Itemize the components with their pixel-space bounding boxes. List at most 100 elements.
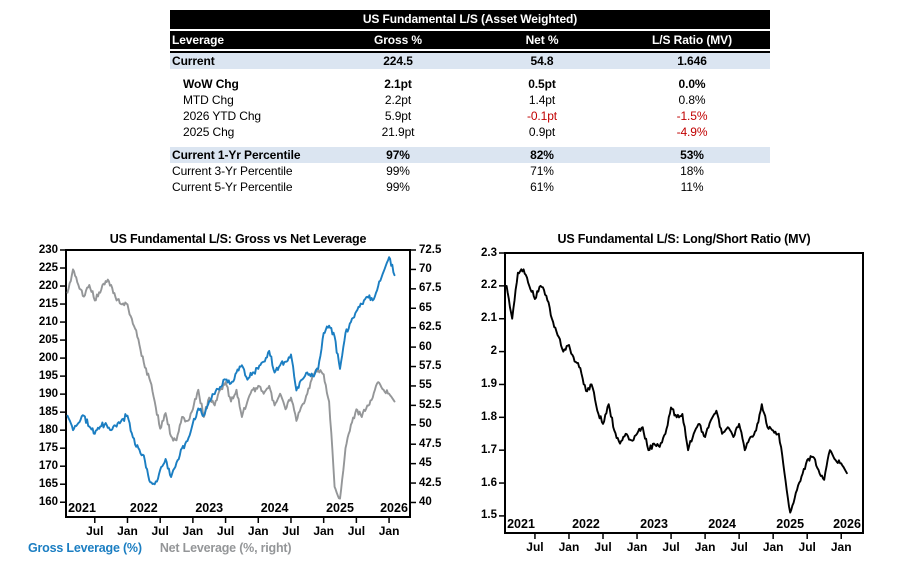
row-value: 0.8% bbox=[678, 93, 706, 107]
y-axis-right-tick-label: 47.5 bbox=[419, 437, 442, 450]
series-line-ratio_black bbox=[505, 268, 848, 514]
x-axis-year-label: 2022 bbox=[572, 517, 600, 531]
row-label: Current 1-Yr Percentile bbox=[172, 148, 301, 162]
row-label: Current 3-Yr Percentile bbox=[172, 164, 293, 178]
x-axis-month-label: Jan bbox=[830, 540, 852, 554]
y-axis-tick-label: 2.1 bbox=[481, 312, 497, 325]
y-axis-tick-label: 1.8 bbox=[481, 410, 497, 423]
x-axis-month-label: Jul bbox=[347, 524, 366, 538]
x-axis-month-label: Jul bbox=[730, 540, 748, 554]
x-axis-month-label: Jan bbox=[247, 524, 269, 538]
row-value: 18% bbox=[680, 164, 704, 178]
legend-gross-leverage: Gross Leverage (%) bbox=[28, 541, 142, 555]
row-value: -1.5% bbox=[676, 109, 708, 123]
row-label: MTD Chg bbox=[183, 93, 234, 107]
chart-title: US Fundamental L/S: Long/Short Ratio (MV… bbox=[557, 232, 811, 246]
table-body: Current 224.5 54.8 1.646 WoW Chg 2.1pt 0.5pt 0.… bbox=[170, 53, 770, 195]
row-value: 99% bbox=[386, 180, 410, 194]
x-axis-month-label: Jul bbox=[662, 540, 680, 554]
table-row: MTD Chg 2.2pt 1.4pt 0.8% bbox=[170, 92, 770, 108]
y-axis-right-tick-label: 52.5 bbox=[419, 398, 442, 411]
y-axis-tick-label: 230 bbox=[38, 243, 58, 256]
row-value: 53% bbox=[680, 148, 704, 162]
row-value: 71% bbox=[530, 164, 554, 178]
x-axis-month-label: Jul bbox=[151, 524, 169, 538]
long-short-ratio-chart: US Fundamental L/S: Long/Short Ratio (MV… bbox=[455, 228, 908, 568]
row-value: 2.2pt bbox=[384, 93, 412, 107]
y-axis-tick-label: 200 bbox=[38, 351, 58, 364]
row-label: 2025 Chg bbox=[183, 125, 235, 139]
x-axis-month-label: Jan bbox=[117, 524, 138, 538]
y-axis-tick-label: 170 bbox=[38, 459, 58, 472]
y-axis-tick-label: 175 bbox=[38, 441, 58, 454]
y-axis-tick-label: 1.9 bbox=[481, 377, 497, 390]
table-row: Current 224.5 54.8 1.646 bbox=[170, 53, 770, 69]
x-axis-month-label: Jan bbox=[694, 540, 716, 554]
y-axis-tick-label: 1.7 bbox=[481, 443, 497, 456]
x-axis-month-label: Jul bbox=[594, 540, 612, 554]
table-row: 2025 Chg 21.9pt 0.9pt -4.9% bbox=[170, 124, 770, 140]
y-axis-tick-label: 185 bbox=[38, 405, 58, 418]
x-axis-year-label: 2024 bbox=[708, 517, 737, 531]
x-axis-month-label: Jan bbox=[626, 540, 648, 554]
row-label: Current 5-Yr Percentile bbox=[172, 180, 293, 194]
column-header-leverage: Leverage bbox=[172, 33, 224, 47]
table-row: WoW Chg 2.1pt 0.5pt 0.0% bbox=[170, 76, 770, 92]
table-row: Current 3-Yr Percentile 99% 71% 18% bbox=[170, 163, 770, 179]
table-row: Current 5-Yr Percentile 99% 61% 11% bbox=[170, 179, 770, 195]
series-line-gross_blue bbox=[66, 256, 396, 486]
y-axis-tick-label: 210 bbox=[38, 315, 58, 328]
row-value: 61% bbox=[530, 180, 554, 194]
y-axis-right-tick-label: 67.5 bbox=[419, 282, 442, 295]
y-axis-tick-label: 215 bbox=[38, 297, 58, 310]
x-axis-year-label: 2024 bbox=[260, 501, 289, 515]
x-axis-month-label: Jan bbox=[313, 524, 335, 538]
x-axis-month-label: Jul bbox=[282, 524, 300, 538]
x-axis-year-label: 2023 bbox=[195, 501, 224, 515]
chart-canvas bbox=[499, 252, 864, 539]
series-line-net_gray bbox=[66, 268, 396, 500]
row-value: 1.4pt bbox=[528, 93, 556, 107]
table-row: 2026 YTD Chg 5.9pt -0.1pt -1.5% bbox=[170, 108, 770, 124]
x-axis-month-label: Jul bbox=[798, 540, 816, 554]
x-axis-month-label: Jan bbox=[558, 540, 580, 554]
row-value: 0.9pt bbox=[528, 125, 556, 139]
chart-legend: Gross Leverage (%) Net Leverage (%, righ… bbox=[28, 541, 292, 555]
row-label: WoW Chg bbox=[183, 77, 239, 91]
x-axis-year-label: 2026 bbox=[380, 501, 408, 515]
row-value: 82% bbox=[530, 148, 554, 162]
row-label: Current bbox=[172, 54, 215, 68]
y-axis-right-tick-label: 40 bbox=[419, 495, 432, 508]
row-value: 1.646 bbox=[677, 54, 707, 68]
table-header-row: Leverage Gross % Net % L/S Ratio (MV) bbox=[170, 31, 770, 53]
row-value: 21.9pt bbox=[381, 125, 415, 139]
y-axis-tick-label: 195 bbox=[38, 369, 58, 382]
y-axis-tick-label: 165 bbox=[38, 477, 58, 490]
row-value: 0.5pt bbox=[528, 77, 556, 91]
table-title: US Fundamental L/S (Asset Weighted) bbox=[170, 10, 770, 29]
x-axis-year-label: 2025 bbox=[326, 501, 354, 515]
row-value: 99% bbox=[386, 164, 410, 178]
y-axis-tick-label: 2.3 bbox=[481, 246, 497, 259]
x-axis-year-label: 2025 bbox=[776, 517, 805, 531]
x-axis-year-label: 2021 bbox=[507, 517, 535, 531]
x-axis-year-label: 2023 bbox=[640, 517, 668, 531]
y-axis-tick-label: 1.5 bbox=[481, 509, 497, 522]
x-axis-year-label: 2022 bbox=[129, 501, 158, 515]
row-value: 97% bbox=[386, 148, 410, 162]
y-axis-tick-label: 225 bbox=[38, 261, 58, 274]
x-axis-month-label: Jan bbox=[378, 524, 400, 538]
y-axis-right-tick-label: 42.5 bbox=[419, 476, 442, 489]
row-value: -4.9% bbox=[676, 125, 708, 139]
row-value: 5.9pt bbox=[384, 109, 412, 123]
y-axis-tick-label: 220 bbox=[38, 279, 58, 292]
x-axis-month-label: Jan bbox=[182, 524, 204, 538]
chart-title: US Fundamental L/S: Gross vs Net Leverag… bbox=[109, 232, 367, 246]
y-axis-right-tick-label: 60 bbox=[419, 340, 432, 353]
y-axis-right-tick-label: 55 bbox=[419, 379, 432, 392]
row-value: 224.5 bbox=[383, 54, 413, 68]
row-value: 11% bbox=[680, 180, 704, 194]
chart-canvas bbox=[60, 249, 416, 523]
legend-net-leverage: Net Leverage (%, right) bbox=[159, 541, 292, 555]
